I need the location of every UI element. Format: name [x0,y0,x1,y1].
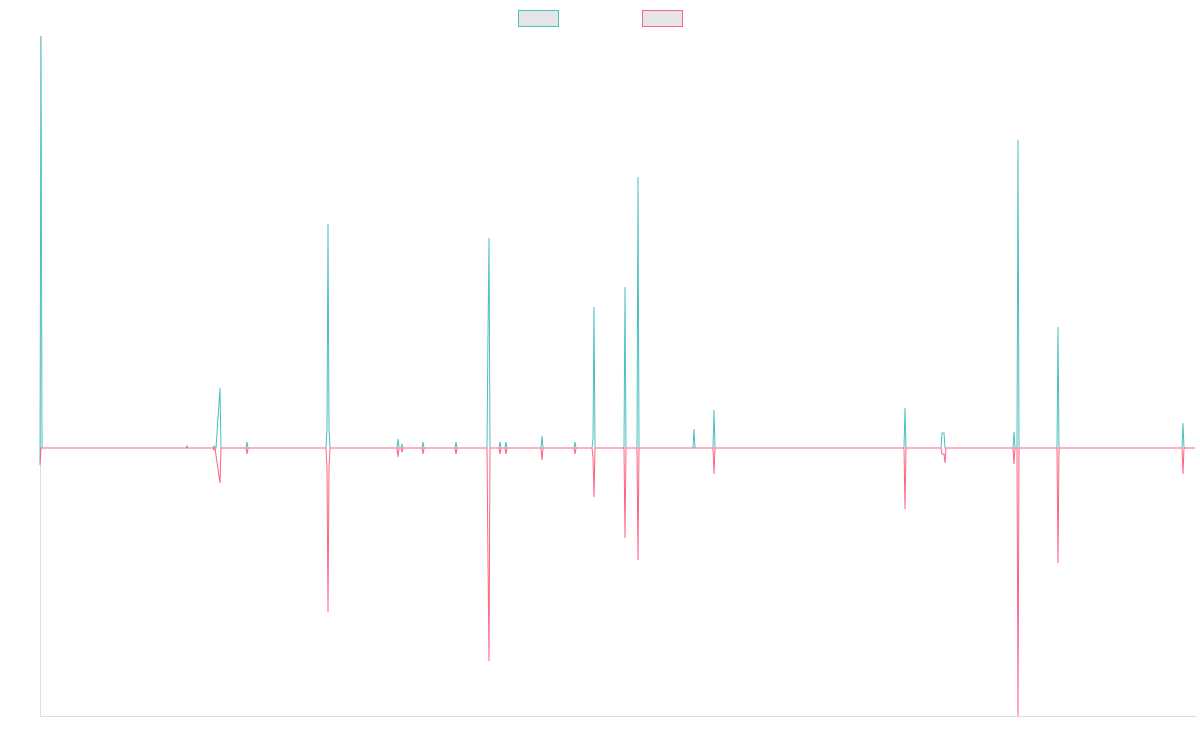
series-1-line [39,35,1195,466]
legend-swatch-1[interactable] [518,10,559,27]
plot-area [39,35,1195,717]
chart-legend [518,10,683,27]
series-2-line [39,446,1195,717]
legend-swatch-2[interactable] [642,10,683,27]
